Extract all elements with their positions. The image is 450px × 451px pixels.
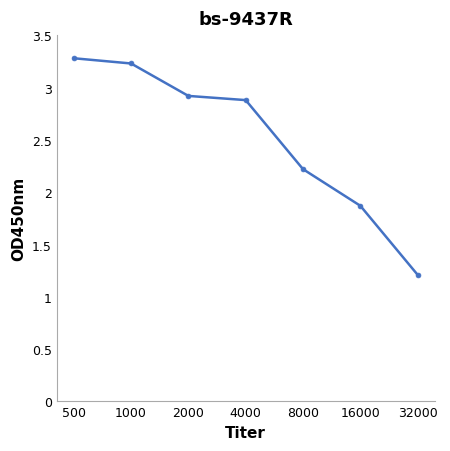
Y-axis label: OD450nm: OD450nm [11,177,26,261]
Title: bs-9437R: bs-9437R [198,11,293,29]
X-axis label: Titer: Titer [225,425,266,440]
